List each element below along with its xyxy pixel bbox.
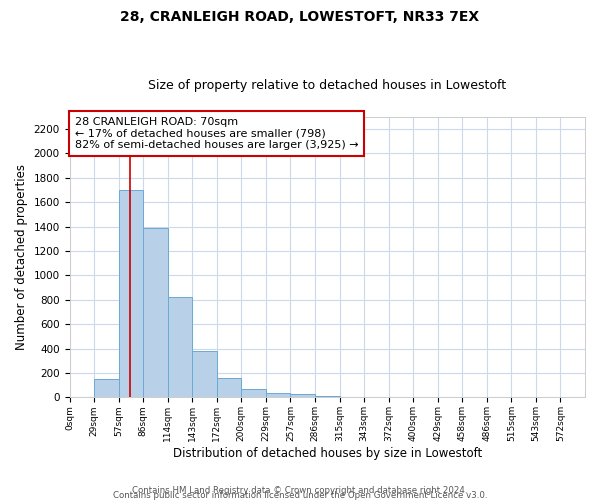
Text: Contains public sector information licensed under the Open Government Licence v3: Contains public sector information licen… bbox=[113, 491, 487, 500]
Text: 28 CRANLEIGH ROAD: 70sqm
← 17% of detached houses are smaller (798)
82% of semi-: 28 CRANLEIGH ROAD: 70sqm ← 17% of detach… bbox=[74, 117, 358, 150]
Bar bbox=[217, 378, 241, 398]
Text: Contains HM Land Registry data © Crown copyright and database right 2024.: Contains HM Land Registry data © Crown c… bbox=[132, 486, 468, 495]
Bar bbox=[192, 351, 217, 398]
Bar bbox=[168, 297, 192, 398]
Bar bbox=[315, 396, 340, 398]
Bar bbox=[143, 228, 168, 398]
Bar bbox=[290, 394, 315, 398]
Bar bbox=[119, 190, 143, 398]
Bar bbox=[241, 390, 266, 398]
Y-axis label: Number of detached properties: Number of detached properties bbox=[15, 164, 28, 350]
Title: Size of property relative to detached houses in Lowestoft: Size of property relative to detached ho… bbox=[148, 79, 506, 92]
Text: 28, CRANLEIGH ROAD, LOWESTOFT, NR33 7EX: 28, CRANLEIGH ROAD, LOWESTOFT, NR33 7EX bbox=[121, 10, 479, 24]
Bar bbox=[266, 393, 290, 398]
Bar bbox=[94, 378, 119, 398]
X-axis label: Distribution of detached houses by size in Lowestoft: Distribution of detached houses by size … bbox=[173, 447, 482, 460]
